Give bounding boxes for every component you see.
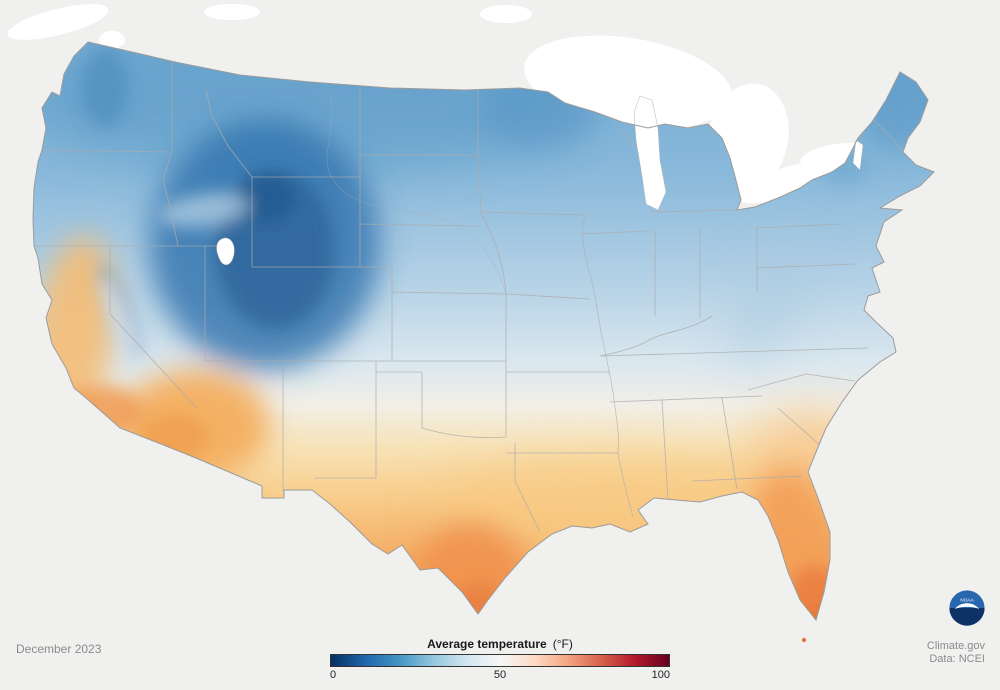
- noaa-logo-sea: [949, 608, 985, 626]
- legend-title-text: Average temperature: [427, 637, 547, 651]
- mississippi-river: [582, 214, 634, 518]
- legend-unit: (°F): [552, 637, 573, 651]
- legend-tick-100: 100: [651, 669, 670, 681]
- legend-tick-0: 0: [330, 669, 337, 681]
- lake-champlain: [852, 139, 864, 171]
- legend-tick-50: 50: [493, 669, 507, 681]
- noaa-logo-gull: [954, 603, 980, 609]
- credits: Climate.gov Data: NCEI: [927, 640, 985, 666]
- great-salt-lake: [216, 237, 235, 266]
- legend-colorbar: [330, 654, 670, 667]
- legend-title: Average temperature (°F): [330, 637, 670, 651]
- lake-michigan: [633, 95, 667, 211]
- interior-lakes: [216, 95, 864, 266]
- state-borders: [34, 60, 904, 533]
- rivers: [326, 94, 634, 518]
- missouri-river: [326, 94, 507, 295]
- florida-keys: [801, 637, 807, 643]
- lake-erie: [736, 160, 840, 204]
- credit-site: Climate.gov: [926, 640, 985, 652]
- surrounding-water-and-canada: [7, 4, 872, 204]
- temperature-legend: Average temperature (°F) 0 50 100: [330, 637, 670, 683]
- credit-data-source: Data: NCEI: [929, 653, 985, 665]
- legend-ticks: 0 50 100: [330, 669, 670, 683]
- noaa-logo: NOAA: [949, 590, 985, 626]
- noaa-logo-text: NOAA: [960, 597, 974, 603]
- date-label: December 2023: [16, 642, 102, 656]
- lake-superior: [524, 35, 732, 129]
